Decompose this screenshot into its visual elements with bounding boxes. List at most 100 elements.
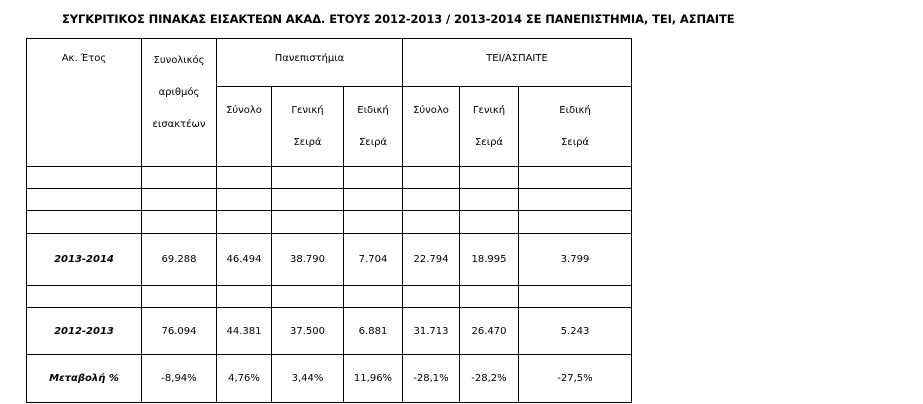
empty-cell <box>26 166 142 189</box>
empty-cell <box>141 210 217 234</box>
header-text: αριθμός <box>158 87 200 98</box>
header-cell: Γενική Σειρά <box>271 86 344 167</box>
header-text: Σειρά <box>560 137 590 148</box>
header-text: Γενική <box>291 105 324 116</box>
empty-cell <box>402 166 460 189</box>
empty-cell <box>459 210 519 234</box>
cell-text: -27,5% <box>557 373 593 384</box>
header-text: Ειδική <box>559 105 591 116</box>
cell-text: 11,96% <box>353 373 393 384</box>
empty-cell <box>402 188 460 211</box>
empty-cell <box>26 210 142 234</box>
empty-cell <box>271 166 344 189</box>
cell: Μεταβολή % <box>26 354 142 403</box>
empty-cell <box>459 285 519 308</box>
cell: 22.794 <box>402 233 460 286</box>
empty-cell <box>216 285 272 308</box>
empty-cell <box>141 166 217 189</box>
cell: 46.494 <box>216 233 272 286</box>
cell: 69.288 <box>141 233 217 286</box>
header-cell: Συνολικός αριθμός εισακτέων <box>141 38 217 167</box>
empty-cell <box>518 188 632 211</box>
header-cell: Πανεπιστήμια <box>216 38 403 87</box>
header-text: Σύνολο <box>413 105 449 116</box>
cell-text: 31.713 <box>413 325 449 337</box>
empty-cell <box>518 285 632 308</box>
empty-cell <box>343 285 403 308</box>
cell-text: 5.243 <box>560 325 590 337</box>
cell: -8,94% <box>141 354 217 403</box>
cell-text: 37.500 <box>290 325 325 337</box>
cell: 76.094 <box>141 307 217 355</box>
cell-text: 2013-2014 <box>54 254 114 265</box>
empty-cell <box>271 285 344 308</box>
cell: 4,76% <box>216 354 272 403</box>
header-text: Σειρά <box>358 137 388 148</box>
cell: 3,44% <box>271 354 344 403</box>
cell: 31.713 <box>402 307 460 355</box>
empty-cell <box>141 188 217 211</box>
cell: 11,96% <box>343 354 403 403</box>
header-text: ΤΕΙ/ΑΣΠΑΙΤΕ <box>486 53 548 64</box>
cell: 38.790 <box>271 233 344 286</box>
cell-text: 2012-2013 <box>54 325 114 337</box>
cell-text: Μεταβολή % <box>49 373 119 384</box>
header-cell: Γενική Σειρά <box>459 86 519 167</box>
cell: 6.881 <box>343 307 403 355</box>
cell-text: 26.470 <box>471 325 507 337</box>
empty-cell <box>402 210 460 234</box>
header-text: Συνολικός <box>153 55 205 66</box>
cell: 3.799 <box>518 233 632 286</box>
empty-cell <box>216 210 272 234</box>
header-text: Πανεπιστήμια <box>274 53 345 64</box>
cell-text: 76.094 <box>161 325 197 337</box>
header-cell: Ειδική Σειρά <box>343 86 403 167</box>
cell: -27,5% <box>518 354 632 403</box>
cell-text: 7.704 <box>358 254 388 265</box>
header-cell: Ακ. Έτος <box>26 38 142 167</box>
cell: 5.243 <box>518 307 632 355</box>
cell: 18.995 <box>459 233 519 286</box>
empty-cell <box>141 285 217 308</box>
cell-text: 44.381 <box>226 325 262 337</box>
cell-text: 4,76% <box>228 373 260 384</box>
cell: 7.704 <box>343 233 403 286</box>
empty-cell <box>271 210 344 234</box>
empty-cell <box>343 188 403 211</box>
empty-cell <box>26 188 142 211</box>
table: Ακ. Έτος Συνολικός αριθμός εισακτέων Πανεπ… <box>26 38 632 403</box>
empty-cell <box>26 285 142 308</box>
cell-text: -28,2% <box>471 373 507 384</box>
empty-cell <box>459 166 519 189</box>
header-text: Σύνολο <box>226 105 262 116</box>
empty-cell <box>216 166 272 189</box>
header-text: Σειρά <box>474 137 504 148</box>
header-text: Γενική <box>472 105 506 116</box>
header-cell: Σύνολο <box>216 86 272 167</box>
cell: 37.500 <box>271 307 344 355</box>
empty-cell <box>518 166 632 189</box>
empty-cell <box>459 188 519 211</box>
header-cell: Σύνολο <box>402 86 460 167</box>
cell: 26.470 <box>459 307 519 355</box>
title: ΣΥΓΚΡΙΤΙΚΟΣ ΠΙΝΑΚΑΣ ΕΙΣΑΚΤΕΩΝ ΑΚΑΔ. ΕΤΟΥ… <box>62 12 735 26</box>
cell-text: 22.794 <box>413 254 449 265</box>
empty-cell <box>518 210 632 234</box>
cell: 44.381 <box>216 307 272 355</box>
cell: -28,2% <box>459 354 519 403</box>
header-text: Σειρά <box>293 137 322 148</box>
cell: 2013-2014 <box>26 233 142 286</box>
cell-text: -28,1% <box>413 373 449 384</box>
cell: 2012-2013 <box>26 307 142 355</box>
empty-cell <box>343 166 403 189</box>
header-cell: Ειδική Σειρά <box>518 86 632 167</box>
cell-text: 69.288 <box>161 254 197 265</box>
cell-text: 46.494 <box>226 254 262 265</box>
empty-cell <box>216 188 272 211</box>
cell-text: 3.799 <box>560 254 590 265</box>
header-text: Ακ. Έτος <box>61 53 107 64</box>
cell-text: 3,44% <box>291 373 324 384</box>
cell: -28,1% <box>402 354 460 403</box>
cell-text: 38.790 <box>290 254 325 265</box>
